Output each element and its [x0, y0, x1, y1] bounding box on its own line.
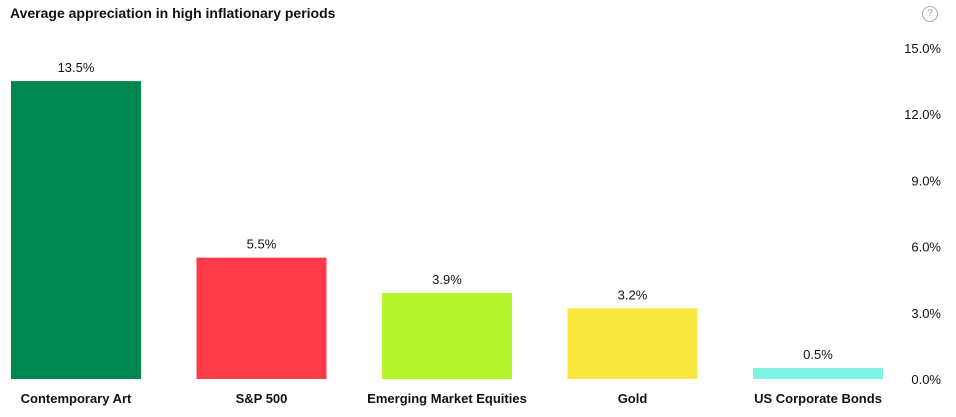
- category-label-s-p-500: S&P 500: [236, 391, 288, 406]
- value-label-us-corporate-bonds: 0.5%: [803, 347, 833, 362]
- y-axis-ticks-group: 0.0% 3.0% 6.0% 9.0% 12.0% 15.0%: [904, 41, 941, 387]
- category-label-emerging-market-equities: Emerging Market Equities: [367, 391, 527, 406]
- bars-group: [11, 81, 883, 379]
- bar-emerging-market-equities: [382, 292, 512, 379]
- y-tick-label: 9.0%: [911, 173, 941, 188]
- category-labels-group: Contemporary Art S&P 500 Emerging Market E…: [21, 391, 882, 406]
- value-label-s-p-500: 5.5%: [247, 237, 277, 252]
- category-label-contemporary-art: Contemporary Art: [21, 391, 132, 406]
- value-label-emerging-market-equities: 3.9%: [432, 272, 462, 287]
- value-label-gold: 3.2%: [618, 287, 648, 302]
- category-label-gold: Gold: [618, 391, 648, 406]
- y-tick-label: 3.0%: [911, 306, 941, 321]
- y-tick-label: 12.0%: [904, 107, 941, 122]
- bar-gold: [567, 308, 698, 379]
- y-tick-label: 0.0%: [911, 372, 941, 387]
- bar-contemporary-art: [11, 81, 141, 379]
- value-label-contemporary-art: 13.5%: [58, 60, 95, 75]
- bar-s-p-500: [196, 257, 327, 379]
- y-tick-label: 15.0%: [904, 41, 941, 56]
- value-labels-group: 13.5% 5.5% 3.9% 3.2% 0.5%: [58, 60, 834, 362]
- bar-us-corporate-bonds: [753, 367, 883, 379]
- category-label-us-corporate-bonds: US Corporate Bonds: [754, 391, 882, 406]
- help-icon[interactable]: ?: [922, 6, 938, 22]
- y-tick-label: 6.0%: [911, 240, 941, 255]
- chart-title: Average appreciation in high inflationar…: [10, 5, 336, 21]
